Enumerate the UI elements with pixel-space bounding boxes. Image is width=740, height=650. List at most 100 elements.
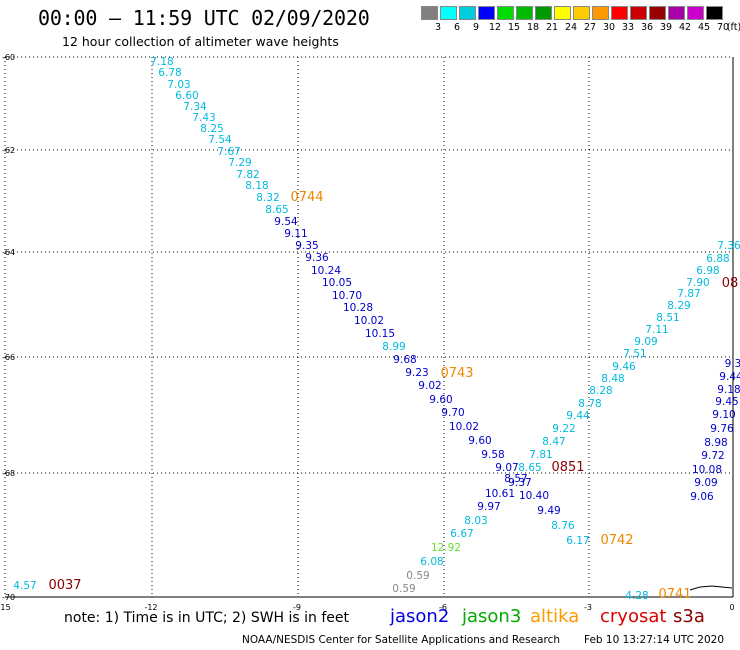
- wave-height-value: 9.68: [393, 354, 416, 366]
- wave-height-value: 10.08: [692, 464, 722, 476]
- legend-swatch: [535, 6, 552, 20]
- legend-swatch: [478, 6, 495, 20]
- legend-swatch: [592, 6, 609, 20]
- wave-height-value: 7.43: [192, 112, 215, 124]
- wave-height-value: 7.90: [686, 277, 709, 289]
- lon-label: 0: [729, 603, 734, 612]
- wave-height-value: 9.07: [495, 462, 518, 474]
- wave-height-value: 10.70: [332, 290, 362, 302]
- legend-swatch: [459, 6, 476, 20]
- lat-lon-grid: [4, 56, 734, 598]
- legend-swatch: [421, 6, 438, 20]
- wave-height-value: 8.28: [589, 385, 612, 397]
- legend-tick-label: 39: [659, 22, 673, 33]
- wave-height-value: 6.88: [706, 253, 729, 265]
- legend-tick-label: 36: [640, 22, 654, 33]
- wave-height-value: 7.36: [717, 240, 740, 252]
- wave-height-value: 7.29: [228, 157, 251, 169]
- wave-height-value: 9.72: [701, 450, 724, 462]
- legend-unit: (ft): [726, 22, 740, 33]
- pass-time-label: 0741: [658, 587, 691, 602]
- wave-height-value: 8.48: [601, 373, 624, 385]
- wave-height-value: 9.97: [477, 501, 500, 513]
- legend-tick-label: 15: [507, 22, 521, 33]
- wave-height-value: 8.65: [518, 462, 541, 474]
- legend-tick-label: 12: [488, 22, 502, 33]
- page-subtitle: 12 hour collection of altimeter wave hei…: [62, 34, 339, 49]
- legend-tick-label: 3: [434, 22, 442, 33]
- wave-height-value: 9.22: [552, 423, 575, 435]
- wave-height-value: 10.02: [354, 315, 384, 327]
- wave-height-value: 8.78: [578, 398, 601, 410]
- wave-height-value: 7.54: [208, 134, 232, 146]
- wave-height-value: 9.11: [284, 228, 307, 240]
- wave-height-value: 6.78: [158, 67, 181, 79]
- wave-height-value: 9.3: [725, 358, 740, 370]
- legend-swatch: [497, 6, 514, 20]
- lon-label: -12: [144, 603, 157, 612]
- wave-height-value: 8.99: [382, 341, 405, 353]
- wave-height-value: 10.05: [322, 277, 352, 289]
- legend-swatch: [440, 6, 457, 20]
- wave-height-value: 8.76: [551, 520, 575, 532]
- wave-height-value: 9.45: [715, 396, 738, 408]
- legend-tick-label: 42: [678, 22, 692, 33]
- wave-height-value: 8.98: [704, 437, 727, 449]
- color-legend: 3 6 9 12 15 18 21 24 27 30 33 36 39 42 45 70 (ft): [421, 6, 740, 36]
- wave-height-value: 9.02: [418, 380, 441, 392]
- legend-swatch: [649, 6, 666, 20]
- pass-time-label: 0851: [551, 460, 584, 475]
- lat-label: -62: [2, 146, 15, 155]
- page-title: 00:00 – 11:59 UTC 02/09/2020: [38, 6, 370, 30]
- wave-height-value: 8.57: [504, 473, 527, 485]
- lon-label: -6: [439, 603, 447, 612]
- footer-timestamp: Feb 10 13:27:14 UTC 2020: [584, 634, 724, 646]
- legend-tick-label: 30: [602, 22, 616, 33]
- wave-height-value: 10.02: [449, 421, 479, 433]
- wave-height-value: 8.32: [256, 192, 279, 204]
- lon-label: -15: [0, 603, 11, 612]
- footer-credit: NOAA/NESDIS Center for Satellite Applica…: [242, 634, 560, 646]
- wave-height-value: 7.51: [623, 348, 646, 360]
- wave-height-value: 9.23: [405, 367, 428, 379]
- wave-height-value: 7.81: [529, 449, 552, 461]
- legend-swatch: [630, 6, 647, 20]
- axis-labels: -60 -62 -64 -66 -68 -70-15 -12 -9 -6 -3 0: [0, 53, 735, 612]
- legend-tick-label: 24: [564, 22, 578, 33]
- wave-height-value: 8.18: [245, 180, 268, 192]
- wave-height-value: 8.51: [656, 312, 679, 324]
- wave-height-value: 7.03: [167, 79, 190, 91]
- legend-tick-label: 45: [697, 22, 711, 33]
- wave-height-value: 8.47: [542, 436, 565, 448]
- wave-height-value: 6.98: [696, 265, 719, 277]
- wave-height-value: 10.28: [343, 302, 373, 314]
- wave-height-value: 7.67: [217, 146, 240, 158]
- wave-height-value: 9.37: [508, 477, 531, 489]
- legend-swatch: [573, 6, 590, 20]
- wave-height-value: 6.08: [420, 556, 443, 568]
- legend-tick-label: 33: [621, 22, 635, 33]
- wave-height-value: 9.46: [612, 361, 636, 373]
- wave-height-value: 9.44: [566, 410, 590, 422]
- wave-height-value: 4.28: [625, 590, 648, 602]
- pass-time-label: 0037: [48, 578, 81, 593]
- wave-height-value: 7.82: [236, 169, 259, 181]
- lat-label: -70: [2, 593, 15, 602]
- note-text: note: 1) Time is in UTC; 2) SWH is in fe…: [64, 610, 350, 626]
- pass-time-label: 0742: [600, 533, 633, 548]
- wave-height-value: 7.87: [677, 288, 700, 300]
- wave-height-value: 10.15: [365, 328, 395, 340]
- legend-tick-label: 18: [526, 22, 540, 33]
- wave-height-value: 9.18: [717, 384, 740, 396]
- footer: NOAA/NESDIS Center for Satellite Applica…: [242, 634, 724, 646]
- legend-tick-label: 6: [453, 22, 461, 33]
- wave-height-value: 0.59: [406, 570, 429, 582]
- pass-time-label: 0743: [440, 366, 473, 381]
- wave-height-value: 9.09: [694, 477, 717, 489]
- legend-tick-label: 9: [472, 22, 480, 33]
- wave-height-value: 9.06: [690, 491, 714, 503]
- legend-tick-label: 27: [583, 22, 597, 33]
- wave-height-value: 8.65: [265, 204, 288, 216]
- wave-height-value: 8.03: [464, 515, 487, 527]
